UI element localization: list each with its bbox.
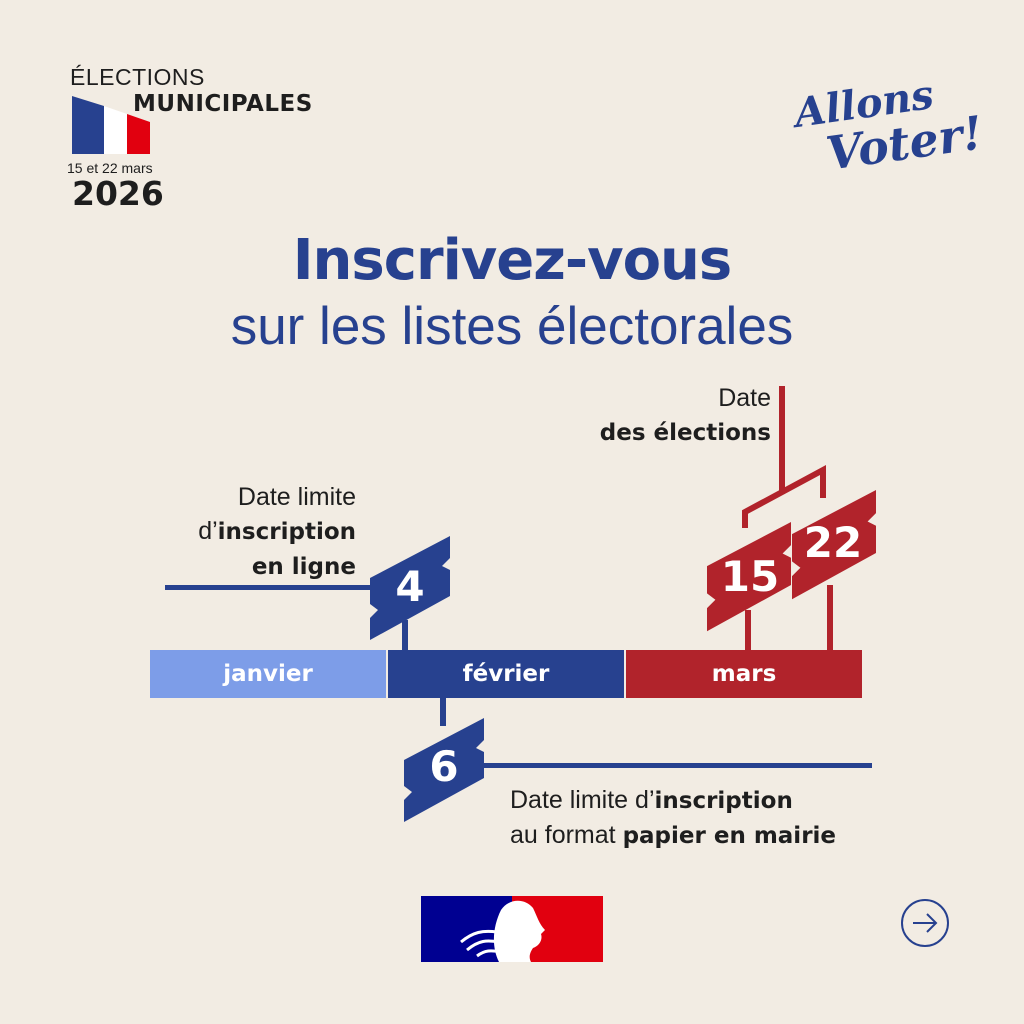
election-day-2: 22 [803, 518, 863, 567]
paper-deadline-line [478, 763, 872, 768]
stem-22 [827, 585, 833, 652]
election-day-1: 15 [720, 552, 780, 601]
election-dates: 15 et 22 mars [67, 160, 153, 176]
month-mars: mars [626, 650, 862, 698]
election-stem [779, 386, 785, 494]
page-title: Inscrivez-vous [292, 228, 733, 293]
stem-15 [745, 610, 751, 652]
online-deadline-label: Date limite d’inscription en ligne [198, 483, 356, 580]
month-janvier: janvier [150, 650, 386, 698]
election-year: 2026 [72, 174, 164, 213]
paper-deadline-label: Date limite d’inscription au format papi… [510, 786, 837, 849]
online-deadline-line [165, 585, 377, 590]
next-arrow-icon[interactable] [900, 899, 950, 949]
elections-label: ÉLECTIONS [70, 64, 205, 90]
paper-deadline-day: 6 [429, 742, 459, 791]
election-bracket [742, 464, 826, 528]
marianne-logo [421, 896, 603, 962]
election-date-label: Date des élections [599, 384, 771, 446]
month-fevrier: février [388, 650, 624, 698]
page-subtitle: sur les listes électorales [230, 297, 794, 356]
municipales-label: MUNICIPALES [133, 91, 313, 117]
online-deadline-day: 4 [395, 562, 425, 611]
online-deadline-stem [402, 620, 408, 652]
french-flag-icon [72, 96, 150, 154]
paper-deadline-stem [440, 696, 446, 726]
